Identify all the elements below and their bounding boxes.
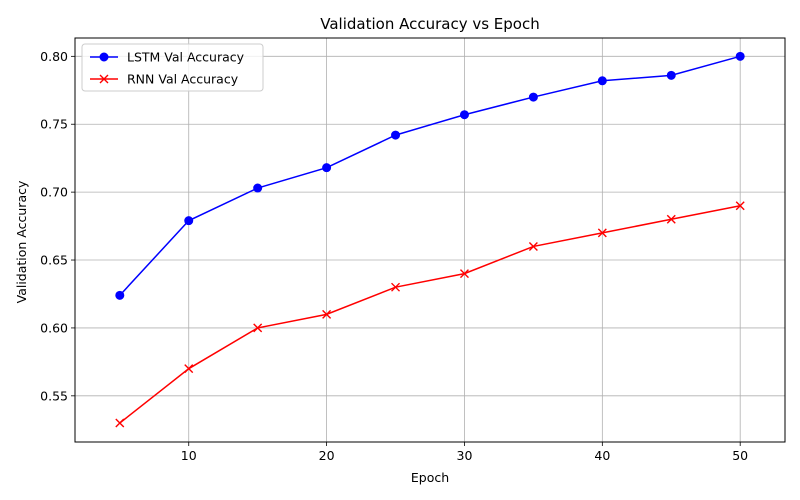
series-rnn <box>115 201 745 428</box>
legend-box <box>81 43 264 92</box>
legend-label: LSTM Val Accuracy <box>127 50 245 65</box>
legend: LSTM Val Accuracy RNN Val Accuracy <box>81 43 264 92</box>
data-point <box>666 214 676 224</box>
x-axis-label: Epoch <box>411 470 449 485</box>
series-line <box>119 55 741 296</box>
y-tick-label: 0.80 <box>40 49 68 64</box>
data-point <box>666 70 676 80</box>
grid <box>75 38 785 442</box>
data-point <box>322 309 332 319</box>
legend-label: RNN Val Accuracy <box>127 72 239 87</box>
x-tick-label: 20 <box>319 448 335 463</box>
chart-title: Validation Accuracy vs Epoch <box>320 15 539 33</box>
y-tick-label: 0.75 <box>40 117 68 132</box>
y-axis-label: Validation Accuracy <box>14 180 29 303</box>
data-point <box>115 290 125 300</box>
data-point <box>253 183 263 193</box>
data-point <box>184 216 194 226</box>
data-point <box>391 130 401 140</box>
series-layer <box>115 51 745 428</box>
data-point <box>184 364 194 374</box>
axis-ticks: 10 20 30 40 50 0.55 0.60 0.65 0.70 0.75 0.80 <box>40 49 748 463</box>
y-tick-label: 0.60 <box>40 320 68 335</box>
legend-marker <box>99 52 109 62</box>
series-lstm <box>115 51 745 300</box>
data-point <box>459 110 469 120</box>
data-point <box>253 323 263 333</box>
data-point <box>735 51 745 61</box>
data-point <box>597 76 607 86</box>
series-line <box>119 204 741 424</box>
y-tick-label: 0.55 <box>40 388 68 403</box>
plot-area-frame <box>74 37 786 443</box>
data-point <box>115 418 125 428</box>
x-tick-label: 10 <box>181 448 197 463</box>
y-tick-label: 0.70 <box>40 185 68 200</box>
legend-marker <box>99 74 109 84</box>
data-point <box>597 228 607 238</box>
data-point <box>459 269 469 279</box>
x-tick-label: 50 <box>732 448 748 463</box>
x-tick-label: 40 <box>594 448 610 463</box>
x-tick-label: 30 <box>457 448 473 463</box>
data-point <box>528 92 538 102</box>
data-point <box>391 282 401 292</box>
data-point <box>735 201 745 211</box>
data-point <box>528 241 538 251</box>
y-tick-label: 0.65 <box>40 253 68 268</box>
data-point <box>322 163 332 173</box>
